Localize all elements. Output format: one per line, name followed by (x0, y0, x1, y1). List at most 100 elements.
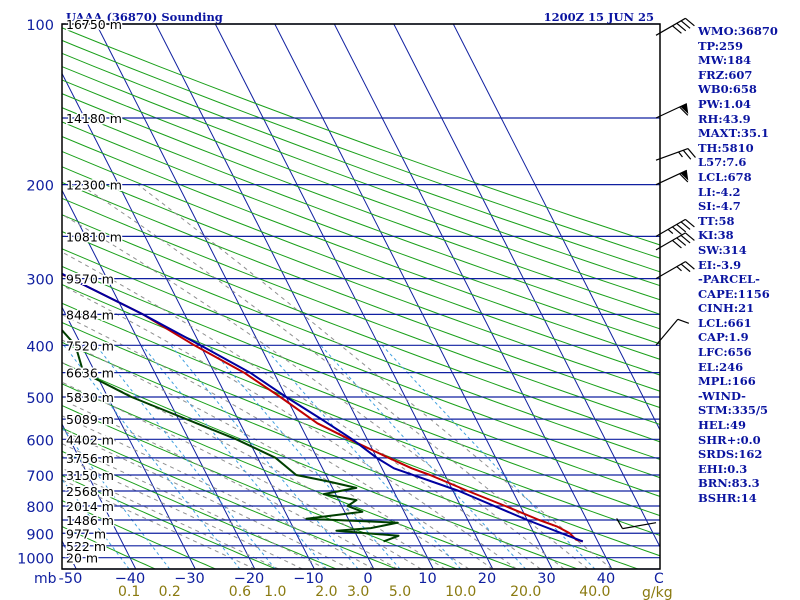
svg-text:2568 m: 2568 m (66, 484, 114, 499)
dry-adiabat-line (62, 284, 660, 517)
pressure-tick-label: 600 (26, 433, 54, 449)
svg-text:5830 m: 5830 m (66, 390, 114, 405)
svg-text:20 m: 20 m (66, 551, 98, 566)
dry-adiabat-line (62, 341, 639, 569)
wind-barb (655, 148, 696, 161)
svg-text:2014 m: 2014 m (66, 499, 114, 514)
dry-adiabat-line (62, 405, 458, 569)
svg-text:977 m: 977 m (66, 526, 106, 541)
station-parameter: SRDS:162 (698, 447, 763, 462)
pressure-tick-label: 900 (26, 527, 54, 543)
wind-barb (655, 169, 689, 186)
mixing-ratio-unit: g/kg (642, 585, 673, 600)
mixing-ratio-line (95, 344, 276, 569)
svg-text:16750 m: 16750 m (66, 17, 122, 32)
dry-adiabat-line (62, 302, 660, 536)
height-label: 10810 m (65, 228, 124, 246)
height-label: 4402 m (65, 431, 116, 449)
mixing-ratio-line (320, 344, 527, 569)
station-parameter: MW:184 (698, 53, 752, 68)
station-parameter: EI:-3.9 (698, 257, 742, 272)
station-parameter: LI:-4.2 (698, 184, 741, 199)
mixing-ratio-label: 2.0 (315, 584, 337, 600)
temperature-tick-label: −30 (174, 571, 205, 587)
height-label: 1486 m (65, 512, 116, 530)
profile-series (62, 272, 584, 543)
temperature-unit: C (654, 571, 664, 587)
svg-text:10810 m: 10810 m (66, 229, 122, 244)
mixing-ratio-label: 0.1 (118, 584, 140, 600)
temperature-tick-label: 10 (418, 571, 436, 587)
svg-text:5089 m: 5089 m (66, 412, 114, 427)
station-parameter: LCL:678 (698, 169, 752, 184)
svg-text:8484 m: 8484 m (66, 307, 114, 322)
station-parameter: SHR+:0.0 (698, 432, 761, 447)
station-parameter: EL:246 (698, 359, 744, 374)
pressure-tick-label: 200 (26, 179, 54, 195)
moist-adiabat-line (62, 415, 375, 569)
station-parameter: MAXT:35.1 (698, 126, 769, 141)
height-labels: 16750 m 14180 m 12300 m 10810 m 9570 m 8484 m… (65, 16, 124, 568)
dry-adiabat-line (62, 27, 660, 246)
dry-adiabat-line (62, 121, 660, 345)
mixing-ratio-label: 5.0 (389, 584, 411, 600)
station-parameter: TP:259 (698, 38, 744, 53)
wind-barb (616, 518, 657, 530)
height-label: 522 m (65, 537, 108, 555)
height-label: 3756 m (65, 449, 116, 467)
svg-text:3150 m: 3150 m (66, 468, 114, 483)
x-axis-unit: mb (34, 571, 57, 587)
svg-text:522 m: 522 m (66, 539, 106, 554)
isotherm-line (393, 24, 660, 548)
dry-adiabat-line (62, 362, 578, 569)
dry-adiabat-line (62, 135, 660, 360)
dry-adiabat-line (62, 150, 660, 376)
temperature-tick-label: 0 (363, 571, 372, 587)
station-parameter: TH:5810 (698, 140, 754, 155)
moist-adiabat-line (62, 314, 494, 569)
temperature-tick-label: −20 (234, 571, 265, 587)
height-label: 14180 m (65, 109, 124, 127)
station-parameter: BRN:83.3 (698, 476, 760, 491)
wind-barbs (616, 17, 696, 530)
moist-adiabat-line (62, 443, 327, 569)
temperature-tick-label: 30 (537, 571, 555, 587)
pressure-tick-label: 700 (26, 469, 54, 485)
height-label: 5830 m (65, 389, 116, 407)
mixing-ratio-line (62, 426, 171, 569)
station-parameter: CAPE:1156 (698, 286, 770, 301)
height-label: 2568 m (65, 483, 116, 501)
pressure-tick-labels: 100 200 300 400 500 600 700 800 900 1000 (17, 18, 54, 568)
mixing-ratio-label: 1.0 (264, 584, 286, 600)
svg-text:14180 m: 14180 m (66, 111, 122, 126)
wind-barb (655, 261, 695, 280)
height-label: 9570 m (65, 270, 116, 288)
moist-adiabat-line (137, 184, 613, 569)
mixing-ratio-label: 10.0 (445, 584, 476, 600)
pressure-tick-label: 400 (26, 339, 54, 355)
temperature-tick-label: −10 (293, 571, 324, 587)
dry-adiabat-line (62, 322, 660, 557)
svg-text:4402 m: 4402 m (66, 432, 114, 447)
temperature-profile (62, 273, 584, 543)
moist-adiabat-line (62, 429, 351, 569)
station-parameter: -WIND- (698, 388, 746, 403)
dry-adiabat-line (62, 181, 660, 409)
dry-adiabat-line (62, 166, 660, 392)
dry-adiabat-line (62, 214, 660, 443)
mixing-ratio-labels: 0.1 0.2 0.6 1.0 2.0 3.0 5.0 10.0 20.0 40.0 (118, 584, 610, 600)
station-parameter: MPL:166 (698, 374, 756, 389)
dry-adiabat-line (62, 79, 660, 301)
dry-adiabat-line (62, 230, 660, 461)
temperature-tick-label: 20 (478, 571, 496, 587)
station-parameter: LFC:656 (698, 345, 752, 360)
station-parameter: WB0:658 (698, 82, 757, 97)
height-label: 7520 m (65, 337, 116, 355)
station-parameter: -PARCEL- (698, 272, 760, 287)
height-label: 977 m (65, 525, 108, 543)
svg-text:7520 m: 7520 m (66, 338, 114, 353)
height-label: 12300 m (65, 176, 124, 194)
dry-adiabat-line (62, 52, 660, 273)
chart-title: UAAA (36870) Sounding (66, 10, 223, 24)
